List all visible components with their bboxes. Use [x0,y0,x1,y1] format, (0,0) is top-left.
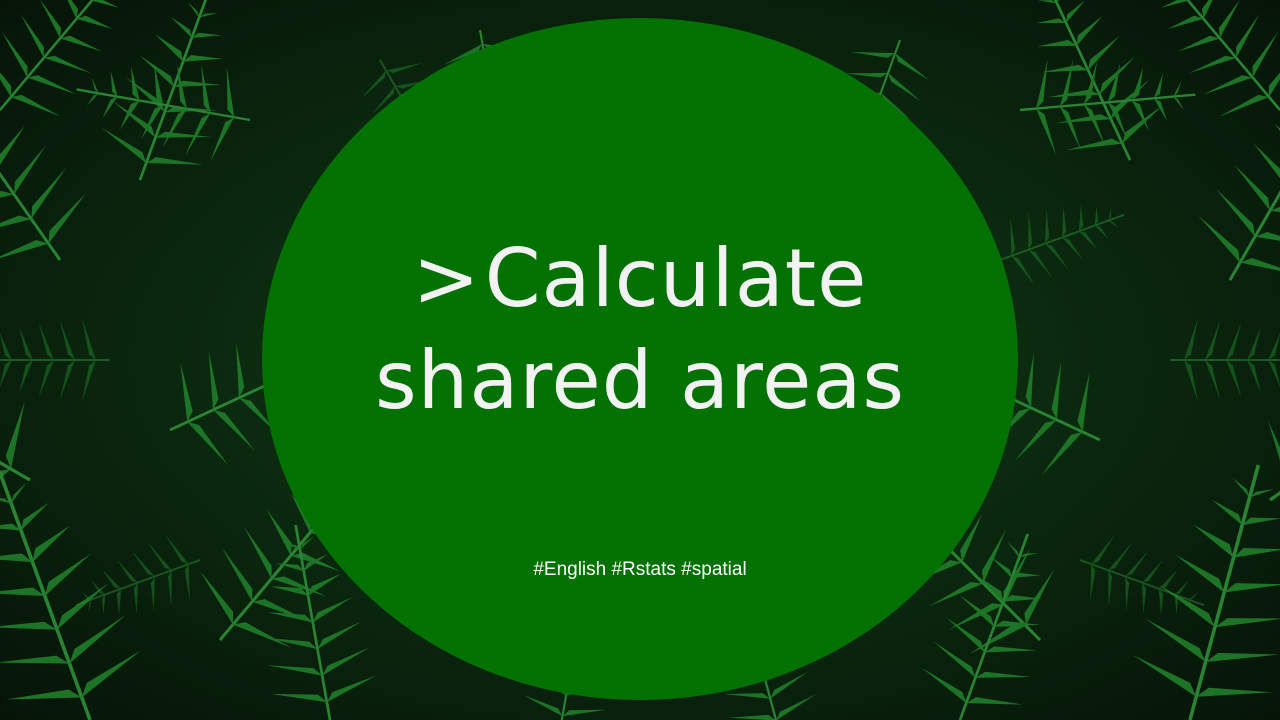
title-text-calculate: Calculate [485,232,868,325]
title-line-1: >Calculate [262,228,1018,330]
prompt-chevron: > [413,228,481,330]
slide-title: >Calculate shared areas [262,228,1018,432]
title-line-2: shared areas [262,330,1018,432]
hashtags: #English #Rstats #spatial [262,557,1018,583]
